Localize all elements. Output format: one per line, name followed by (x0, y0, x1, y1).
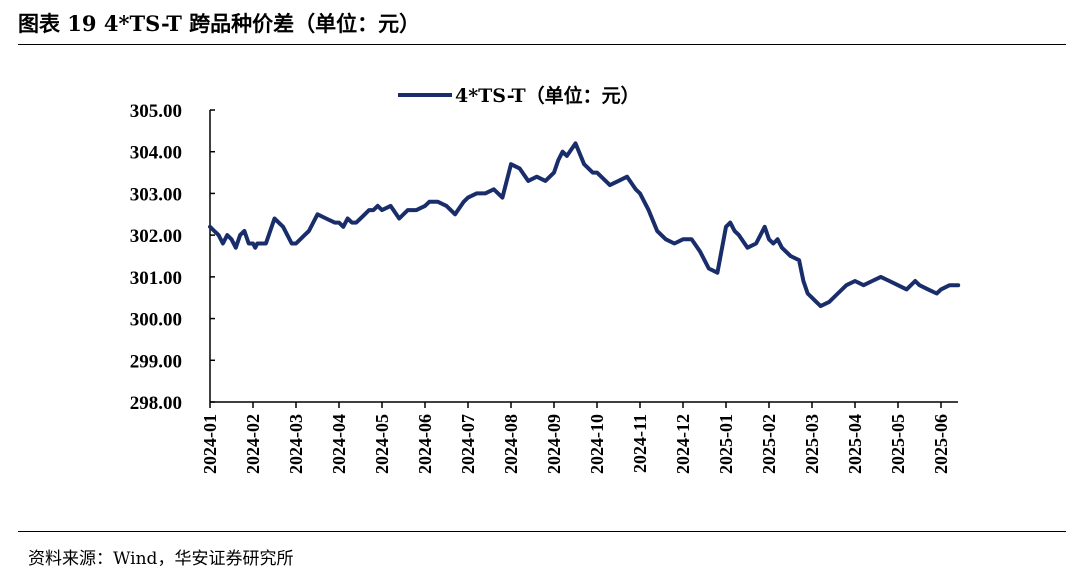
y-tick-label: 305.00 (130, 101, 182, 122)
x-tick-label: 2024-08 (501, 414, 521, 474)
x-tick-label: 2024-07 (458, 414, 478, 474)
x-tick-label: 2024-11 (630, 414, 650, 473)
x-tick-label: 2025-06 (931, 414, 951, 474)
x-tick-label: 2024-04 (329, 414, 349, 474)
y-tick-label: 304.00 (130, 143, 182, 164)
series-line-4ts-t (208, 141, 961, 309)
legend-label: 4*TS-T（单位：元） (455, 84, 640, 107)
y-tick-label: 300.00 (130, 310, 182, 331)
x-tick-label: 2024-10 (587, 414, 607, 474)
legend: 4*TS-T（单位：元） (398, 84, 640, 107)
x-tick-label: 2025-01 (716, 414, 736, 474)
x-tick-label: 2024-06 (415, 414, 435, 474)
x-tick-label: 2024-12 (673, 414, 693, 474)
line-chart: 4*TS-T（单位：元） 305.00 304.00 303.00 302.00 301… (130, 84, 961, 474)
x-tick-label: 2024-03 (286, 414, 306, 474)
y-tick-label: 303.00 (130, 184, 182, 205)
x-tick-label: 2025-02 (759, 414, 779, 474)
y-tick-label: 301.00 (130, 268, 182, 289)
x-tick-label: 2024-02 (243, 414, 263, 474)
x-tick-label: 2025-05 (888, 414, 908, 474)
x-axis: 2024-01 2024-02 2024-03 2024-04 2024-05 2024-… (200, 401, 958, 474)
x-tick-label: 2024-01 (200, 414, 220, 474)
y-tick-label: 302.00 (130, 226, 182, 247)
y-tick-label: 298.00 (130, 393, 182, 414)
bottom-rule (18, 531, 1066, 532)
x-tick-label: 2024-05 (372, 414, 392, 474)
chart-title: 图表 19 4*TS-T 跨品种价差（单位：元） (18, 11, 421, 36)
x-tick-label: 2025-03 (802, 414, 822, 474)
x-tick-label: 2024-09 (544, 414, 564, 474)
source-note: 资料来源：Wind，华安证券研究所 (28, 549, 294, 569)
y-axis: 305.00 304.00 303.00 302.00 301.00 300.00 299.… (130, 101, 215, 414)
top-rule (18, 44, 1066, 45)
y-tick-label: 299.00 (130, 351, 182, 372)
x-tick-label: 2025-04 (845, 414, 865, 474)
